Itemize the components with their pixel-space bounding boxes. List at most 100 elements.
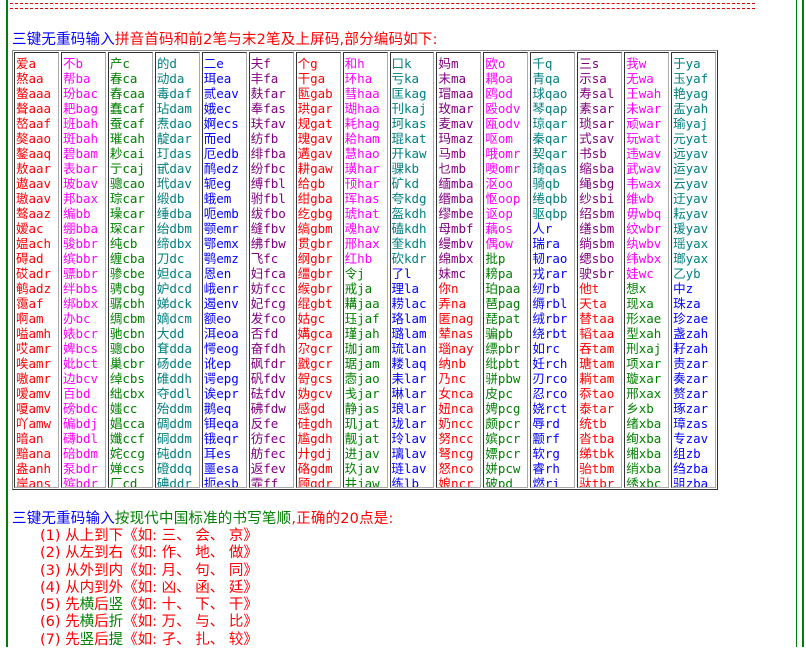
code-entry: 妲dca xyxy=(156,266,192,281)
code-entry: 妹mc xyxy=(438,266,466,281)
code-entry: 礴bdl xyxy=(62,431,99,446)
code-entry: 球qao xyxy=(532,86,568,101)
code-entry: 骒kb xyxy=(391,161,420,176)
code-entry: 练lb xyxy=(391,476,420,488)
code-entry: 武wav xyxy=(626,161,662,176)
code-entry: 厄edb xyxy=(203,146,239,161)
code-entry: 琮car xyxy=(109,191,145,206)
code-entry: 如rc xyxy=(532,341,560,356)
code-entry: 妞nca xyxy=(438,401,474,416)
code-entry: 盎anh xyxy=(16,461,52,476)
code-entry: 愕eog xyxy=(203,341,239,356)
code-entry: 现xa xyxy=(626,296,654,311)
code-entry: 远yav xyxy=(673,146,709,161)
code-entry: 了l xyxy=(391,266,412,281)
code-entry: 奋fdh xyxy=(250,341,286,356)
code-entry: 绯fba xyxy=(250,146,286,161)
code-entry: 妊rch xyxy=(532,356,568,371)
code-entry: 千q xyxy=(532,56,553,71)
code-entry: 邢hax xyxy=(344,236,380,251)
code-entry: 契qar xyxy=(532,146,568,161)
code-entry: 飞fc xyxy=(250,251,279,266)
code-entry: 专zav xyxy=(673,431,709,446)
code-entry: 产c xyxy=(109,56,130,71)
divider-top xyxy=(10,3,755,4)
code-entry: 珙gar xyxy=(297,101,333,116)
code-entry: 扼esb xyxy=(203,476,239,488)
code-entry: 帮ba xyxy=(62,71,91,86)
code-entry: 鏊aaq xyxy=(16,146,52,161)
code-column: 的d 动da 毒daf 玷dam 焘dao 靛dar 玎das 甙dav 玳dav 缎db 缍dba… xyxy=(154,52,200,488)
code-entry: 舂caa xyxy=(109,86,145,101)
code-entry: 怄oop xyxy=(485,191,521,206)
code-entry: 绻qbb xyxy=(532,191,568,206)
code-entry: 聱aaa xyxy=(16,101,52,116)
code-entry: 敖aar xyxy=(16,161,52,176)
code-entry: 缟gbm xyxy=(297,221,333,236)
code-entry: 琴qap xyxy=(532,101,568,116)
code-entry: 珠za xyxy=(673,296,701,311)
code-entry: 彷fec xyxy=(250,431,286,446)
code-entry: 洱eoa xyxy=(203,326,239,341)
code-entry: 暗an xyxy=(16,431,44,446)
code-entry: 遘gav xyxy=(297,146,333,161)
code-entry: 亏ka xyxy=(391,71,420,86)
code-entry: 感gd xyxy=(297,401,326,416)
code-entry: 反fe xyxy=(250,416,279,431)
code-entry: 蠢caf xyxy=(109,101,145,116)
code-entry: 琛car xyxy=(109,221,145,236)
code-entry: 珏jaf xyxy=(344,311,380,326)
code-entry: 燃ri xyxy=(532,476,560,488)
code-entry: 纨wbv xyxy=(626,236,662,251)
code-column: 二e 珥ea 贰eav 娥ec 婀ecs 而ed 厄edb 鸸edz 轭eg 蛾em 呃emb 颚em… xyxy=(201,52,247,488)
code-entry: 缤bbr xyxy=(62,251,99,266)
code-entry: 规gat xyxy=(297,116,333,131)
code-entry: 毒daf xyxy=(156,86,192,101)
code-entry: 玷dam xyxy=(156,101,192,116)
code-entry: 骣cbh xyxy=(109,296,145,311)
code-entry: 缰gbr xyxy=(297,266,333,281)
code-entry: 鹗emz xyxy=(203,251,239,266)
code-entry: 獒aao xyxy=(16,131,52,146)
code-entry: 瑚haa xyxy=(344,101,380,116)
code-entry: 谔epg xyxy=(203,371,239,386)
code-entry: 靛dar xyxy=(156,131,192,146)
code-entry: 刑xaj xyxy=(626,341,662,356)
code-entry: 蚕caf xyxy=(109,116,145,131)
rule-number: (6) xyxy=(40,614,66,631)
code-entry: 硌gdm xyxy=(297,461,333,476)
code-entry: 噩esa xyxy=(203,461,239,476)
code-entry: 妇fca xyxy=(250,266,286,281)
code-entry: 表bar xyxy=(62,161,99,176)
code-entry: 驶sbr xyxy=(579,266,615,281)
code-entry: 碘ddr xyxy=(156,476,192,488)
code-entry: 琨kat xyxy=(391,131,427,146)
code-entry: 遏env xyxy=(203,296,239,311)
code-entry: 戒ja xyxy=(344,281,373,296)
code-entry: 项xar xyxy=(626,356,662,371)
code-entry: 碓ddh xyxy=(156,371,192,386)
code-entry: 娥ec xyxy=(203,101,232,116)
code-entry: 戋jar xyxy=(344,386,380,401)
rule-item: (6) 先横后折《如: 万、 与、 比》 xyxy=(40,614,258,631)
code-column: 千q 青qa 球qao 琴qap 琼qar 秦qar 契qar 琦qas 骑qb 绻qbb 驱qbp… xyxy=(530,52,576,488)
code-entry: 琼qar xyxy=(532,116,568,131)
code-entry: 媪ach xyxy=(16,236,52,251)
code-entry: 夺ddl xyxy=(156,386,192,401)
code-entry: 绍sbm xyxy=(579,206,615,221)
code-entry: 碧bam xyxy=(62,146,99,161)
code-entry: 矿kd xyxy=(391,176,420,191)
code-entry: 靓jat xyxy=(344,431,380,446)
code-entry: 驸fbl xyxy=(250,191,286,206)
code-entry: 艳yag xyxy=(673,86,709,101)
code-entry: 孅ccf xyxy=(109,431,145,446)
rule-text: 提 xyxy=(108,631,124,648)
code-entry: 绲gbt xyxy=(297,296,333,311)
code-entry: 婊bcr xyxy=(62,326,99,341)
code-entry: 缔dbx xyxy=(156,236,192,251)
code-entry: 娉pcg xyxy=(485,401,521,416)
code-entry: 麸far xyxy=(250,86,286,101)
code-entry: 瑞ra xyxy=(532,236,560,251)
code-entry: 娣dck xyxy=(156,296,192,311)
code-entry: 想x xyxy=(626,281,647,296)
